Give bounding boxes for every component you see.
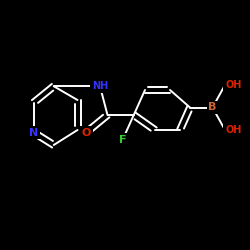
Text: F: F (119, 135, 126, 145)
Text: OH: OH (225, 125, 242, 135)
Text: N: N (29, 128, 38, 138)
Text: OH: OH (225, 80, 242, 90)
Text: O: O (82, 128, 91, 138)
Text: B: B (208, 102, 217, 113)
Text: NH: NH (92, 81, 108, 91)
